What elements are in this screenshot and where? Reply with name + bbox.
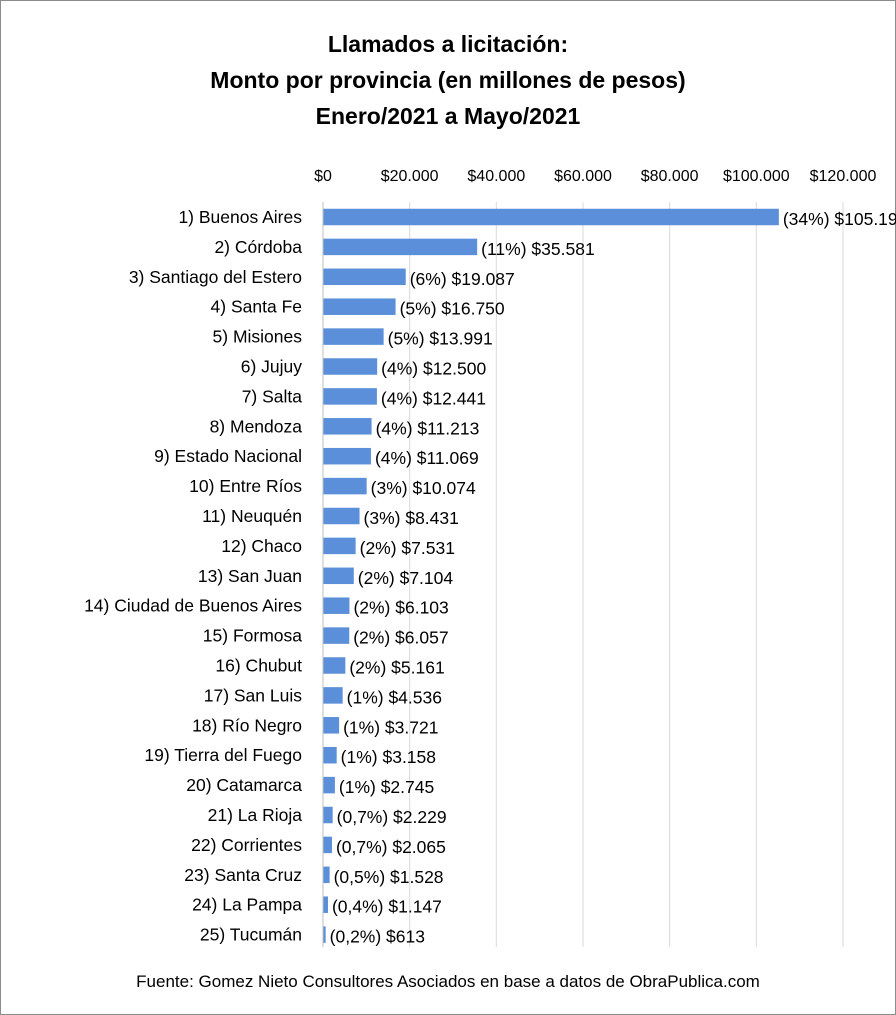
chart-title-line-3: Enero/2021 a Mayo/2021 (315, 103, 581, 129)
bar (323, 418, 372, 435)
x-tick-label: $80.000 (641, 168, 699, 185)
category-label: 2) Córdoba (214, 237, 302, 257)
bar (323, 388, 377, 405)
category-label: 23) Santa Cruz (184, 865, 302, 885)
data-label: (0,7%) $2.065 (336, 837, 446, 857)
data-label: (4%) $11.069 (375, 448, 479, 468)
source-note: Fuente: Gomez Nieto Consultores Asociado… (136, 972, 760, 991)
x-tick-label: $60.000 (554, 168, 612, 185)
bar (323, 447, 371, 465)
data-label: (6%) $19.087 (410, 269, 515, 289)
data-label: (4%) $12.500 (381, 359, 486, 379)
category-label: 7) Salta (242, 386, 303, 406)
x-tick-label: $100.000 (723, 168, 790, 185)
data-label: (34%) $105.197 (783, 209, 896, 229)
data-label: (5%) $16.750 (400, 299, 505, 319)
category-label: 13) San Juan (198, 566, 302, 586)
category-label: 4) Santa Fe (211, 297, 302, 317)
bar (323, 268, 406, 286)
bar (323, 657, 346, 674)
bar (323, 776, 335, 794)
bar (323, 328, 384, 345)
chart-title: Llamados a licitación: Monto por provinc… (0, 26, 896, 134)
category-label: 22) Corrientes (191, 835, 302, 855)
data-label: (2%) $6.103 (353, 598, 448, 618)
data-label: (3%) $10.074 (371, 478, 476, 498)
bar (323, 806, 333, 824)
x-tick-label: $20.000 (381, 168, 439, 185)
category-label: 1) Buenos Aires (178, 207, 302, 227)
data-label: (2%) $7.531 (360, 538, 455, 558)
bar (323, 687, 343, 704)
category-label: 19) Tierra del Fuego (144, 745, 302, 765)
data-label: (2%) $5.161 (349, 658, 444, 678)
category-label: 11) Neuquén (202, 506, 302, 526)
category-label: 15) Formosa (203, 626, 302, 646)
bar (323, 896, 328, 913)
bar (323, 717, 340, 734)
data-label: (1%) $3.158 (341, 747, 436, 767)
data-label: (0,4%) $1.147 (332, 897, 442, 917)
bar (323, 298, 396, 315)
chart-title-line-1: Llamados a licitación: (327, 31, 569, 57)
data-label: (3%) $8.431 (364, 508, 459, 528)
chart-title-line-2: Monto por provincia (en millones de peso… (210, 67, 686, 93)
category-label: 14) Ciudad de Buenos Aires (84, 596, 302, 616)
data-label: (1%) $4.536 (347, 687, 442, 707)
category-label: 12) Chaco (221, 536, 302, 556)
bar (323, 627, 350, 644)
data-label: (0,5%) $1.528 (334, 867, 444, 887)
category-label: 17) San Luis (204, 685, 303, 705)
bar (323, 208, 779, 226)
data-label: (0,7%) $2.229 (337, 807, 447, 827)
category-label: 8) Mendoza (210, 416, 303, 436)
data-label: (1%) $2.745 (339, 777, 434, 797)
data-label: (2%) $6.057 (353, 628, 448, 648)
bar (323, 358, 378, 375)
bar (323, 597, 350, 614)
bar (323, 567, 354, 585)
data-label: (5%) $13.991 (388, 329, 493, 349)
category-label: 21) La Rioja (208, 805, 303, 825)
bar (323, 238, 478, 256)
data-label: (4%) $12.441 (381, 388, 486, 408)
data-label: (0,2%) $613 (330, 927, 425, 947)
bar (323, 926, 326, 943)
x-tick-label: $40.000 (467, 168, 525, 185)
category-label: 20) Catamarca (186, 775, 302, 795)
category-label: 5) Misiones (213, 327, 303, 347)
bar (323, 537, 356, 555)
x-tick-label: $120.000 (810, 168, 877, 185)
x-tick-label: $0 (314, 168, 332, 185)
data-label: (4%) $11.213 (376, 418, 480, 438)
category-label: 6) Jujuy (241, 357, 303, 377)
bar (323, 836, 332, 854)
category-label: 25) Tucumán (200, 925, 302, 945)
category-label: 10) Entre Ríos (189, 476, 302, 496)
data-label: (2%) $7.104 (358, 568, 454, 588)
data-label: (11%) $35.581 (481, 239, 595, 259)
category-label: 24) La Pampa (192, 895, 302, 915)
bar (323, 746, 337, 764)
category-label: 9) Estado Nacional (154, 446, 302, 466)
bar (323, 477, 367, 495)
bar-chart: $0 $20.000 $40.000 $60.000 $80.000 $100.000 $1… (84, 168, 896, 947)
category-label: 18) Río Negro (192, 715, 302, 735)
category-label: 16) Chubut (215, 656, 302, 676)
category-label: 3) Santiago del Estero (129, 267, 302, 287)
data-label: (1%) $3.721 (343, 717, 438, 737)
bar (323, 866, 330, 884)
bar (323, 507, 360, 525)
